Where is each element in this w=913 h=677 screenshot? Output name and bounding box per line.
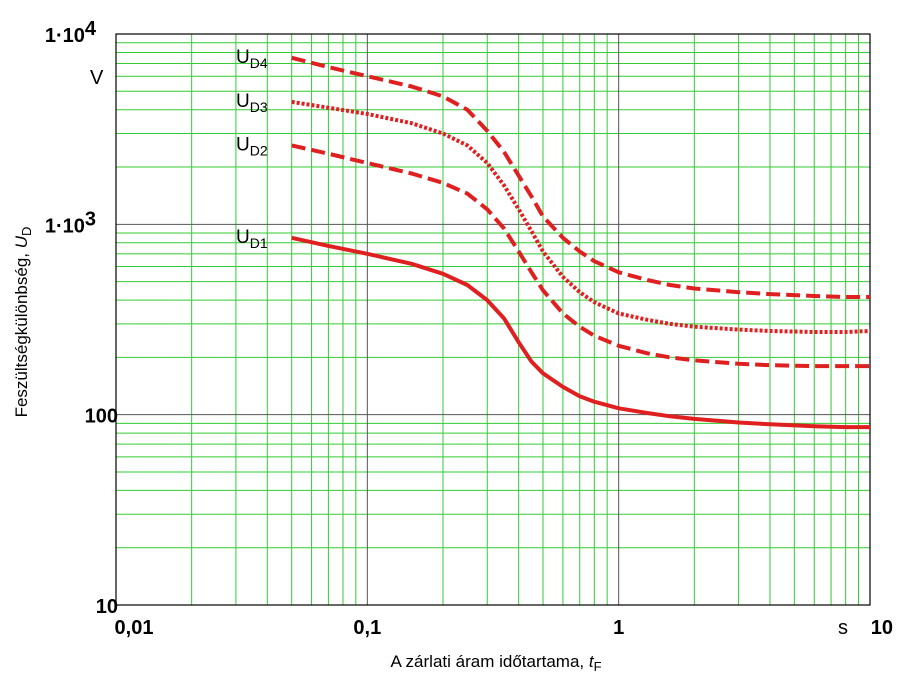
series-label-ud3: UD3 bbox=[236, 91, 268, 115]
x-unit-label: s bbox=[838, 617, 848, 639]
y-tick-label: 1·104 bbox=[45, 18, 97, 47]
x-axis-title: A zárlati áram időtartama, tF bbox=[390, 652, 601, 674]
plot-frame bbox=[115, 33, 871, 606]
series-labels: UD1 UD2 UD3 UD4 bbox=[236, 47, 268, 251]
y-axis-title: Feszültségkülönbség, UD bbox=[12, 227, 34, 418]
series-label-ud2: UD2 bbox=[236, 134, 268, 158]
y-unit-label: V bbox=[90, 67, 104, 89]
x-tick-label: 10 bbox=[871, 617, 893, 639]
y-tick-label: 100 bbox=[85, 406, 118, 428]
series-layer bbox=[291, 55, 871, 430]
y-tick-labels: 10 100 1·103 1·104 bbox=[45, 18, 118, 618]
series-line-ud4 bbox=[291, 55, 870, 299]
series-label-ud4: UD4 bbox=[236, 47, 268, 71]
series-line-ud3 bbox=[291, 99, 871, 334]
major-grid bbox=[115, 33, 871, 606]
x-tick-label: 1 bbox=[613, 617, 624, 639]
series-line-ud2 bbox=[291, 143, 870, 369]
y-tick-label: 1·103 bbox=[45, 208, 96, 237]
y-tick-label: 10 bbox=[96, 596, 118, 618]
series-label-ud1: UD1 bbox=[236, 227, 268, 251]
series-line-ud1 bbox=[291, 235, 870, 430]
x-tick-labels: 0,01 0,1 1 10 bbox=[115, 617, 893, 639]
x-tick-label: 0,1 bbox=[353, 617, 381, 639]
minor-grid bbox=[116, 34, 870, 605]
x-tick-label: 0,01 bbox=[115, 617, 154, 639]
